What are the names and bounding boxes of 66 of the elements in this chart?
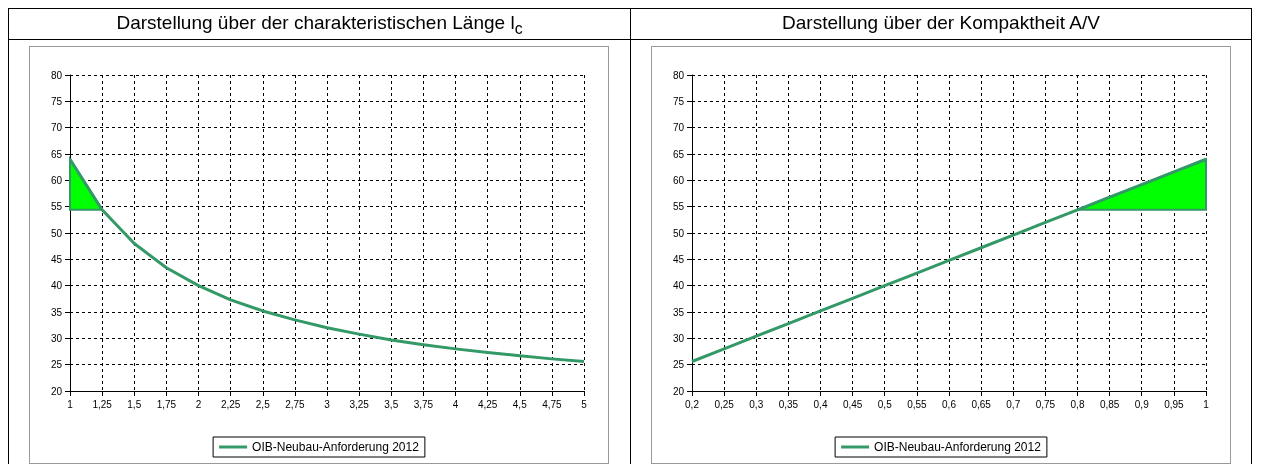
x-tick-label: 0,35 [778,398,799,410]
x-tick-label: 2,75 [285,398,306,410]
legend-label: OIB-Neubau-Anforderung 2012 [252,440,420,454]
x-tick-label: 0,5 [877,398,893,410]
y-tick-label: 75 [50,95,63,107]
y-tick-label: 60 [672,174,685,186]
x-tick-label: 3,75 [413,398,434,410]
y-tick-label: 40 [50,280,63,292]
x-tick-label: 0,85 [1099,398,1120,410]
y-tick-label: 55 [50,201,63,213]
x-tick-label: 2 [195,398,202,410]
chart-title: Darstellung über der charakteristischen Länge l$_{c}$ [9,8,630,40]
y-tick-label: 35 [672,306,685,318]
x-tick-label: 1 [1203,398,1210,410]
line-series [68,157,586,364]
x-tick-label: 0,6 [942,398,957,410]
y-tick-label: 70 [50,122,63,134]
y-tick-label: 80 [50,69,63,81]
y-tick-label: 70 [672,122,685,134]
x-tick-label: 5 [581,398,588,410]
y-tick-label: 45 [672,253,685,265]
y-tick-label: 25 [50,359,63,371]
y-tick-label: 50 [672,227,685,239]
y-tick-label: 55 [672,201,685,213]
x-tick-label: 3,25 [349,398,370,410]
x-tick-label: 0,8 [1070,398,1085,410]
x-tick-label: 1 [67,398,74,410]
line-series [690,157,1208,364]
y-tick-label: 75 [672,95,685,107]
x-tick-label: 0,7 [1006,398,1021,410]
x-tick-label: 1,5 [127,398,142,410]
y-tick-label: 30 [672,332,685,344]
x-tick-label: 2,25 [220,398,241,410]
x-tick-label: 4,25 [477,398,498,410]
x-tick-label: 2,5 [255,398,271,410]
y-tick-label: 60 [50,174,63,186]
legend-label: OIB-Neubau-Anforderung 2012 [874,440,1042,454]
x-tick-label: 3,5 [384,398,399,410]
x-tick-label: 0,45 [842,398,863,410]
x-tick-label: 0,25 [714,398,735,410]
x-tick-label: 1,75 [156,398,177,410]
y-tick-label: 65 [50,148,63,160]
y-tick-label: 20 [672,385,685,397]
y-tick-label: 80 [672,69,685,81]
x-tick-label: 0,65 [971,398,992,410]
x-tick-label: 0,4 [813,398,828,410]
x-tick-label: 0,55 [907,398,928,410]
x-tick-label: 4,75 [542,398,563,410]
y-tick-label: 65 [672,148,685,160]
y-tick-label: 45 [50,253,63,265]
x-tick-label: 0,2 [685,398,700,410]
x-tick-label: 0,3 [749,398,764,410]
x-tick-label: 1,25 [92,398,113,410]
y-tick-label: 25 [672,359,685,371]
x-tick-label: 0,95 [1164,398,1185,410]
y-tick-label: 35 [50,306,63,318]
x-tick-label: 0,9 [1134,398,1150,410]
y-tick-label: 30 [50,332,63,344]
x-tick-label: 4 [452,398,459,410]
y-tick-label: 50 [50,227,63,239]
x-tick-label: 0,75 [1035,398,1056,410]
y-tick-label: 40 [672,280,685,292]
chart-title: Darstellung über der Kompaktheit A/V [631,8,1251,40]
x-tick-label: 4,5 [512,398,528,410]
y-tick-label: 20 [50,385,63,397]
x-tick-label: 3 [324,398,331,410]
